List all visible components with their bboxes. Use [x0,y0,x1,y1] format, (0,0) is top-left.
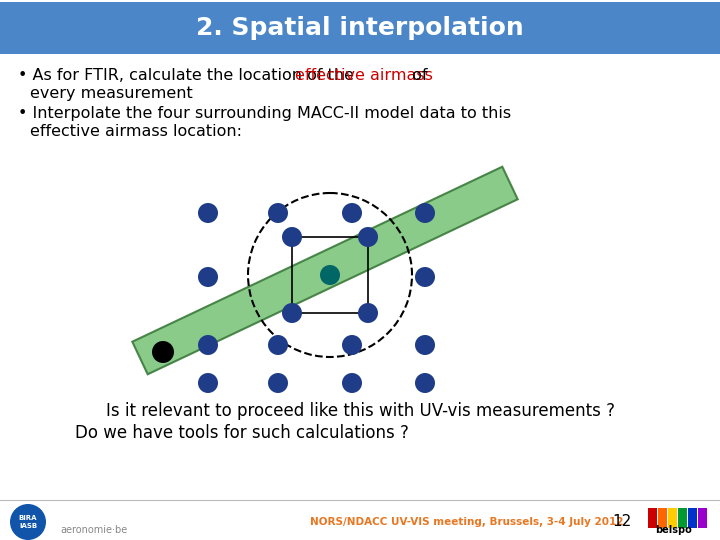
Text: of: of [407,68,428,83]
Text: Is it relevant to proceed like this with UV-vis measurements ?: Is it relevant to proceed like this with… [106,402,614,420]
Text: effective airmass: effective airmass [295,68,433,83]
Text: 12: 12 [613,515,631,530]
Text: Do we have tools for such calculations ?: Do we have tools for such calculations ? [75,424,409,442]
Text: aeronomie·be: aeronomie·be [60,525,127,535]
Circle shape [415,203,435,223]
Bar [648,508,657,528]
Bar [658,508,667,528]
Text: • As for FTIR, calculate the location of the: • As for FTIR, calculate the location of… [18,68,359,83]
Text: belspo: belspo [654,525,691,535]
Bar [0,2,720,54]
Circle shape [415,267,435,287]
Circle shape [320,265,340,285]
Circle shape [342,203,362,223]
Circle shape [152,341,174,363]
Circle shape [268,335,288,355]
Circle shape [358,303,378,323]
Circle shape [198,267,218,287]
Text: • Interpolate the four surrounding MACC-II model data to this: • Interpolate the four surrounding MACC-… [18,106,511,121]
Circle shape [10,504,46,540]
Circle shape [415,335,435,355]
Text: effective airmass location:: effective airmass location: [30,124,242,139]
Circle shape [198,373,218,393]
Bar [668,508,677,528]
Bar [678,508,687,528]
Text: NORS/NDACC UV-VIS meeting, Brussels, 3-4 July 2012: NORS/NDACC UV-VIS meeting, Brussels, 3-4… [310,517,624,527]
Circle shape [282,303,302,323]
Circle shape [415,373,435,393]
Circle shape [268,373,288,393]
Text: BIRA
IASB: BIRA IASB [19,516,37,529]
Polygon shape [132,167,518,374]
Text: every measurement: every measurement [30,86,193,101]
Circle shape [268,203,288,223]
Circle shape [198,335,218,355]
Bar [688,508,697,528]
Circle shape [342,373,362,393]
Bar [698,508,707,528]
Text: 2. Spatial interpolation: 2. Spatial interpolation [196,16,524,40]
Circle shape [358,227,378,247]
Circle shape [282,227,302,247]
Circle shape [198,203,218,223]
Circle shape [342,335,362,355]
